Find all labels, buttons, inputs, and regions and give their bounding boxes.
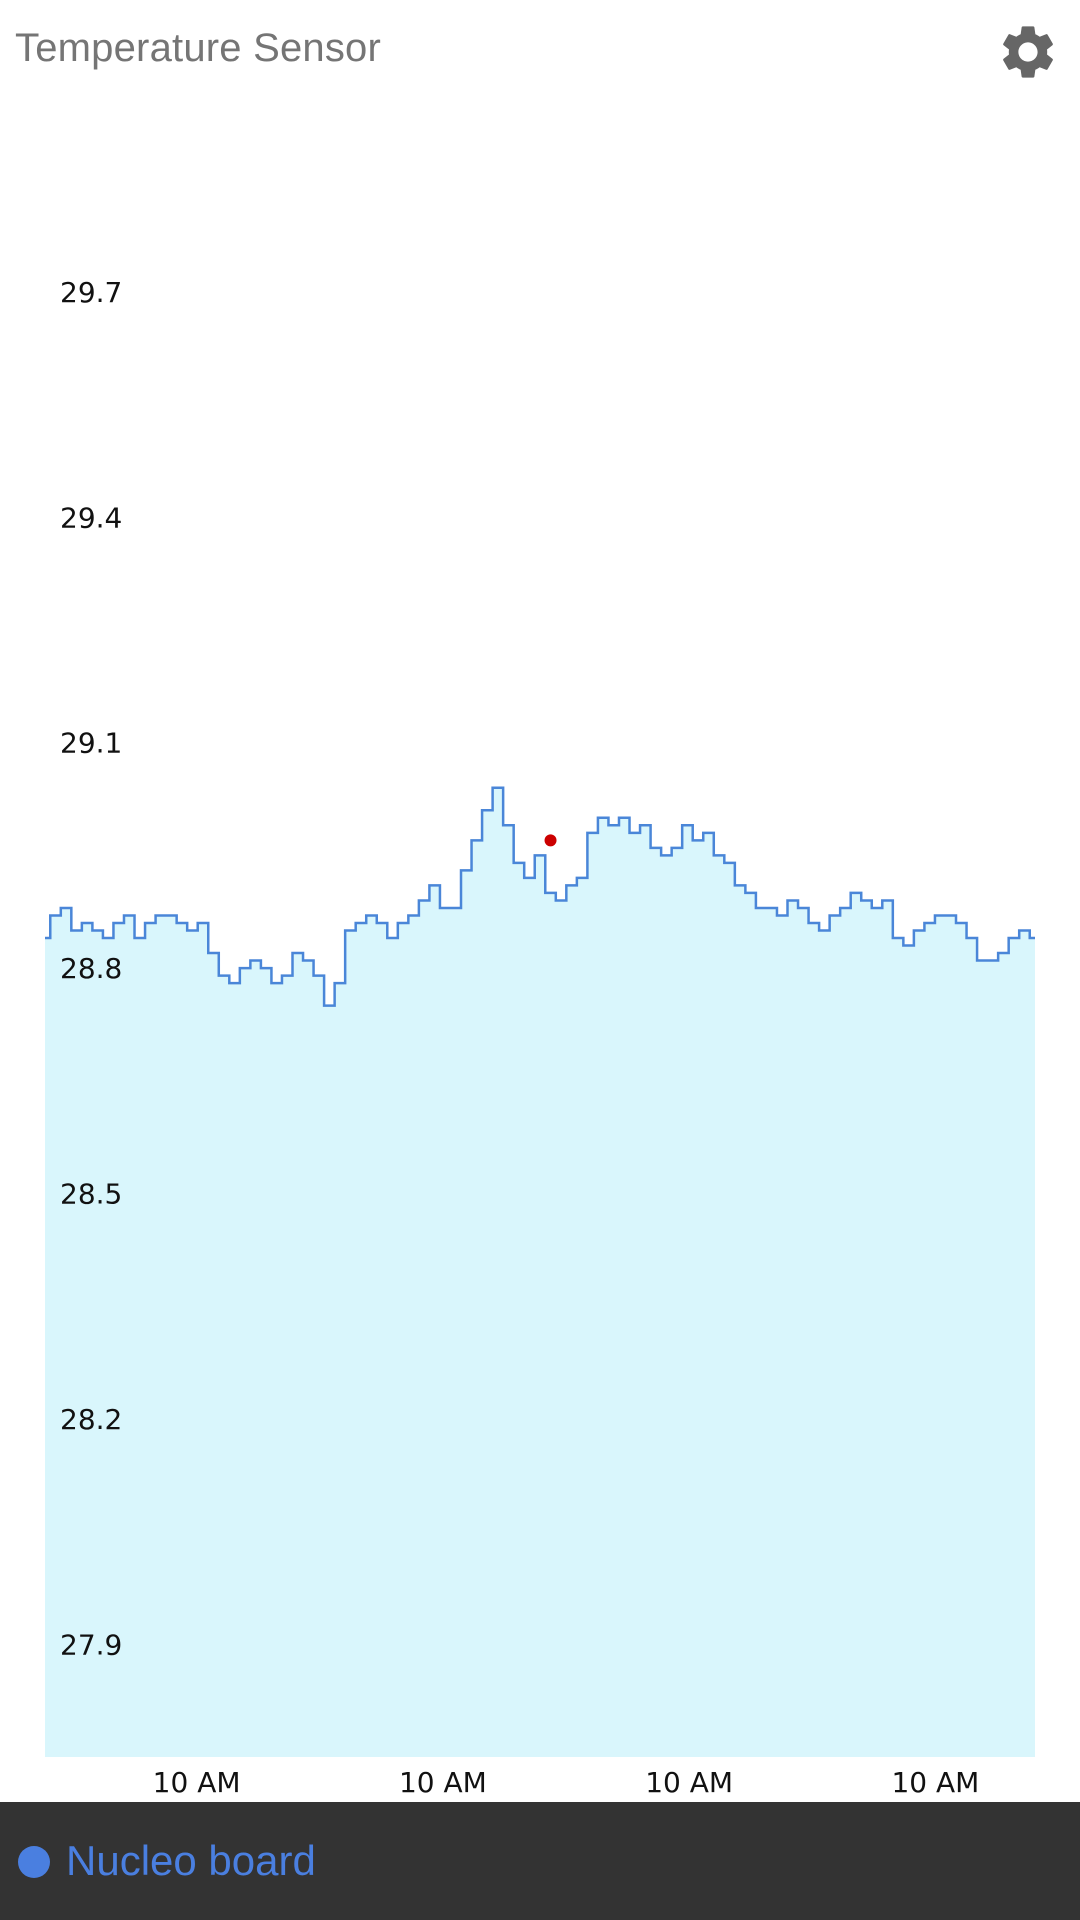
device-bar[interactable]: Nucleo board bbox=[0, 1802, 1080, 1920]
x-tick-label: 10 AM bbox=[891, 1766, 979, 1799]
series-line bbox=[45, 786, 1035, 1007]
y-axis-ticks: 29.7 29.4 29.1 28.8 28.5 28.2 27.9 bbox=[60, 276, 122, 1661]
y-tick-label: 29.4 bbox=[60, 501, 122, 534]
status-dot-icon bbox=[18, 1846, 50, 1878]
device-name[interactable]: Nucleo board bbox=[66, 1837, 316, 1884]
plot-layer bbox=[45, 786, 1035, 1757]
y-tick-label: 28.2 bbox=[60, 1403, 122, 1436]
y-tick-label: 27.9 bbox=[60, 1628, 122, 1661]
gear-icon[interactable] bbox=[996, 20, 1060, 84]
series-area bbox=[45, 787, 1035, 1757]
app-bar: Temperature Sensor bbox=[0, 0, 1080, 104]
temperature-chart[interactable]: 29.7 29.4 29.1 28.8 28.5 28.2 27.9 10 AM 10 AM 1… bbox=[0, 104, 1080, 1802]
x-axis-ticks: 10 AM 10 AM 10 AM 10 AM bbox=[153, 1766, 980, 1799]
x-tick-label: 10 AM bbox=[645, 1766, 733, 1799]
y-tick-label: 29.1 bbox=[60, 727, 122, 760]
y-tick-label: 28.8 bbox=[60, 952, 122, 985]
y-tick-label: 29.7 bbox=[60, 276, 122, 309]
chart-svg: 29.729.429.128.828.528.227.9 10 AM 10 AM 1… bbox=[45, 276, 1035, 1799]
y-tick-label: 28.5 bbox=[60, 1177, 122, 1210]
highlight-point[interactable] bbox=[544, 834, 557, 847]
x-tick-label: 10 AM bbox=[153, 1766, 241, 1799]
x-tick-label: 10 AM bbox=[399, 1766, 487, 1799]
app-title: Temperature Sensor bbox=[15, 26, 382, 70]
